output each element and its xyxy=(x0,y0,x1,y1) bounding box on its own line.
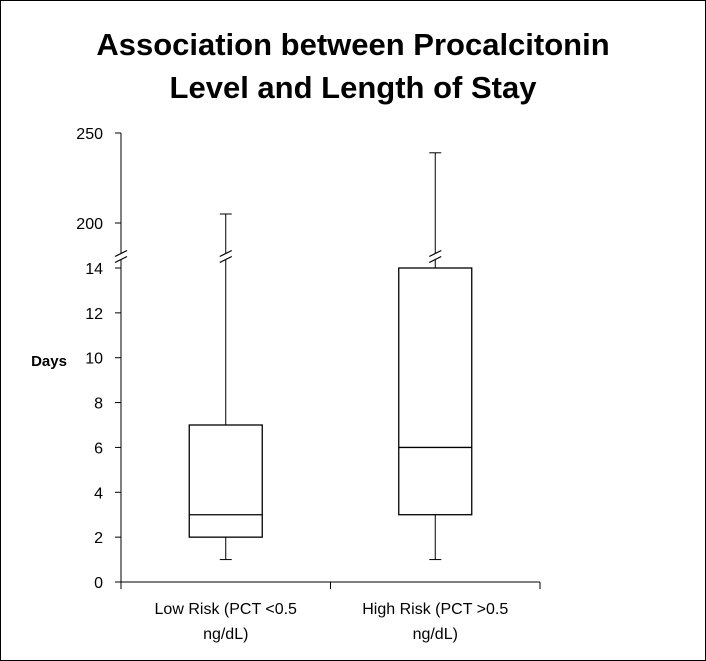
y-tick-label: 200 xyxy=(76,216,103,233)
y-tick-label: 10 xyxy=(85,351,103,368)
y-axis-label: Days xyxy=(31,353,67,370)
category-label: Low Risk (PCT <0.5 xyxy=(155,601,298,618)
whisker-break-mark xyxy=(428,255,442,264)
whisker-break-mark xyxy=(428,249,442,258)
box-1 xyxy=(188,213,263,561)
chart-title-line-1: Association between Procalcitonin xyxy=(96,27,610,62)
whisker-break-mark xyxy=(219,249,233,258)
box-body xyxy=(398,267,473,516)
whisker-break-mark xyxy=(219,255,233,264)
chart-title: Association between Procalcitonin Level … xyxy=(1,23,705,109)
category-label: High Risk (PCT >0.5 xyxy=(362,601,508,618)
y-tick-label: 6 xyxy=(94,440,103,457)
y-axis-break-mark xyxy=(114,255,128,264)
y-tick-label: 4 xyxy=(94,485,103,502)
y-tick-label: 14 xyxy=(85,261,103,278)
y-tick-label: 12 xyxy=(85,306,103,323)
y-tick-label: 8 xyxy=(94,396,103,413)
y-tick-label: 0 xyxy=(94,575,103,592)
box-2 xyxy=(398,152,473,561)
chart-title-line-2: Level and Length of Stay xyxy=(169,70,537,105)
y-tick-label: 2 xyxy=(94,530,103,547)
box-body xyxy=(188,424,263,538)
y-axis-break-mark xyxy=(114,249,128,258)
y-tick-label: 250 xyxy=(76,126,103,143)
category-label: ng/dL) xyxy=(203,626,248,643)
category-label: ng/dL) xyxy=(413,626,458,643)
